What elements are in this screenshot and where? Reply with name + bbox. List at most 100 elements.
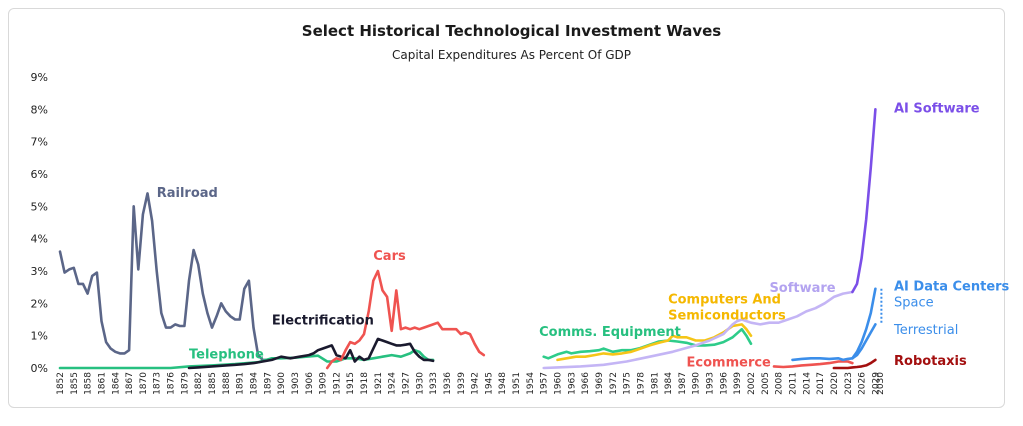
x-tick-label: 1894 xyxy=(249,372,259,395)
x-tick-label: 1942 xyxy=(471,372,481,395)
x-tick-label: 1900 xyxy=(277,372,287,395)
x-tick-label: 1882 xyxy=(194,372,204,395)
x-tick-label: 1861 xyxy=(97,372,107,395)
x-tick-label: 1945 xyxy=(484,372,494,395)
x-tick-label: 1897 xyxy=(263,372,273,395)
x-tick-label: 2017 xyxy=(816,372,826,395)
x-tick-label: 2020 xyxy=(830,372,840,395)
chart-subtitle: Capital Expenditures As Percent Of GDP xyxy=(391,48,632,62)
label-ai-data-centers: AI Data Centers xyxy=(894,280,1010,295)
x-tick-label: 1903 xyxy=(291,372,301,395)
x-tick-label: 2014 xyxy=(802,372,812,395)
x-tick-label: 1948 xyxy=(498,372,508,395)
label-cars: Cars xyxy=(373,249,406,264)
label-terrestrial: Terrestrial xyxy=(893,323,958,338)
label-electrification: Electrification xyxy=(272,314,374,329)
x-tick-label: 1984 xyxy=(664,372,674,395)
x-tick-label: 2029 xyxy=(871,372,881,395)
y-tick-label: 6% xyxy=(31,168,48,181)
x-tick-label: 1876 xyxy=(167,372,177,395)
x-tick-label: 1999 xyxy=(733,372,743,395)
x-tick-label: 1879 xyxy=(180,372,190,395)
label-semiconductors: Semiconductors xyxy=(668,309,786,324)
x-axis: 1852 1855 1858 1861 1864 1867 1870 1873 1876 1879… xyxy=(56,372,886,395)
x-tick-label: 1975 xyxy=(623,372,633,395)
x-tick-label: 1885 xyxy=(208,372,218,395)
x-tick-label: 1933 xyxy=(429,372,439,395)
x-tick-label: 1969 xyxy=(595,372,605,395)
x-tick-label: 2008 xyxy=(775,372,785,395)
x-tick-label: 1909 xyxy=(319,372,329,395)
x-tick-label: 2026 xyxy=(858,372,868,395)
x-tick-label: 1855 xyxy=(70,372,80,395)
label-ai-software: AI Software xyxy=(894,102,980,117)
y-tick-label: 0% xyxy=(31,362,48,375)
x-tick-label: 1930 xyxy=(415,372,425,395)
x-tick-label: 2002 xyxy=(747,372,757,395)
y-tick-label: 1% xyxy=(31,330,48,343)
series-lines xyxy=(58,108,883,370)
x-tick-label: 1972 xyxy=(609,372,619,395)
x-tick-label: 1981 xyxy=(650,372,660,395)
x-tick-label: 2005 xyxy=(761,372,771,395)
chart-title: Select Historical Technological Investme… xyxy=(301,22,722,40)
x-tick-label: 1960 xyxy=(554,372,564,395)
series-line-cars xyxy=(325,269,486,370)
x-tick-label: 2030 xyxy=(876,372,886,395)
x-tick-label: 1912 xyxy=(332,372,342,395)
label-space: Space xyxy=(894,296,934,311)
y-tick-label: 8% xyxy=(31,103,48,116)
series-line-software xyxy=(542,290,854,370)
x-tick-label: 1987 xyxy=(678,372,688,395)
series-line-ai-data-centers xyxy=(791,357,854,362)
label-computers-and: Computers And xyxy=(668,292,781,307)
x-tick-label: 1954 xyxy=(526,372,536,395)
x-tick-label: 1915 xyxy=(346,372,356,395)
chart-card xyxy=(8,8,1005,408)
series-line-terrestrial xyxy=(851,323,877,360)
y-tick-label: 5% xyxy=(31,200,48,213)
x-tick-label: 1921 xyxy=(374,372,384,395)
x-tick-label: 1993 xyxy=(706,372,716,395)
x-tick-label: 1864 xyxy=(111,372,121,395)
x-tick-label: 1951 xyxy=(512,372,522,395)
y-axis: 0% 1% 2% 3% 4% 5% 6% 7% 8% 9% xyxy=(31,71,48,375)
x-tick-label: 1858 xyxy=(84,372,94,395)
label-comms-equipment: Comms. Equipment xyxy=(539,325,681,340)
x-tick-label: 1996 xyxy=(719,372,729,395)
series-line-robotaxis xyxy=(832,358,877,370)
x-tick-label: 1867 xyxy=(125,372,135,395)
x-tick-label: 1852 xyxy=(56,372,66,395)
x-tick-label: 1873 xyxy=(153,372,163,395)
label-railroad: Railroad xyxy=(157,186,218,201)
x-tick-label: 1957 xyxy=(540,372,550,395)
x-tick-label: 1936 xyxy=(443,372,453,395)
x-tick-label: 1939 xyxy=(457,372,467,395)
series-line-railroad xyxy=(58,192,269,362)
x-tick-label: 1870 xyxy=(139,372,149,395)
x-tick-label: 1891 xyxy=(236,372,246,395)
x-tick-label: 1966 xyxy=(581,372,591,395)
x-tick-label: 2011 xyxy=(788,372,798,395)
series-line-ai-software xyxy=(851,108,877,294)
label-robotaxis: Robotaxis xyxy=(894,354,967,369)
label-ecommerce: Ecommerce xyxy=(687,356,772,371)
series-labels: Railroad Telephone Electrification Cars Comm… xyxy=(157,102,1010,371)
x-tick-label: 1927 xyxy=(402,372,412,395)
y-tick-label: 3% xyxy=(31,265,48,278)
series-line-space xyxy=(851,287,877,360)
y-tick-label: 4% xyxy=(31,233,48,246)
y-tick-label: 9% xyxy=(31,71,48,84)
x-tick-label: 1888 xyxy=(222,372,232,395)
series-line-ecommerce xyxy=(772,360,854,369)
x-tick-label: 1918 xyxy=(360,372,370,395)
x-tick-label: 1978 xyxy=(636,372,646,395)
y-tick-label: 2% xyxy=(31,297,48,310)
label-software: Software xyxy=(769,281,835,296)
x-tick-label: 1906 xyxy=(305,372,315,395)
x-tick-label: 1924 xyxy=(388,372,398,395)
x-tick-label: 1963 xyxy=(567,372,577,395)
y-tick-label: 7% xyxy=(31,136,48,149)
x-tick-label: 1990 xyxy=(692,372,702,395)
